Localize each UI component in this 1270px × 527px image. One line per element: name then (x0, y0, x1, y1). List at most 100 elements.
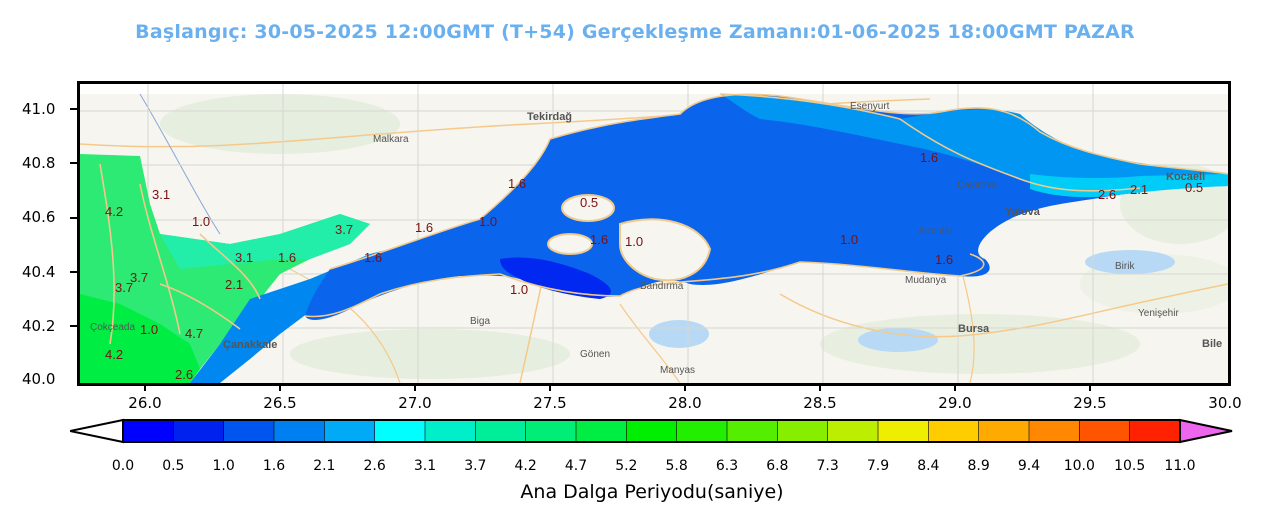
colorbar-tick-label: 9.4 (1017, 458, 1041, 474)
svg-text:1.0: 1.0 (140, 322, 158, 337)
svg-text:Gönen: Gönen (580, 349, 610, 360)
svg-text:Biga: Biga (470, 316, 490, 327)
colorbar-tick-label: 6.3 (715, 458, 739, 474)
svg-text:1.0: 1.0 (479, 214, 497, 229)
colorbar-tick-label: 10.5 (1114, 458, 1146, 474)
svg-text:Malkara: Malkara (373, 134, 409, 145)
colorbar-tick-label: 3.7 (464, 458, 487, 474)
svg-text:1.6: 1.6 (278, 250, 296, 265)
svg-text:Esenyurt: Esenyurt (850, 101, 890, 112)
svg-text:1.6: 1.6 (935, 252, 953, 267)
colorbar-cell (1129, 419, 1181, 443)
colorbar (70, 418, 1233, 444)
svg-text:2.1: 2.1 (225, 277, 243, 292)
svg-text:1.6: 1.6 (508, 176, 526, 191)
x-tick-label: 27.5 (533, 394, 567, 412)
colorbar-over-arrow (1179, 418, 1233, 444)
colorbar-cell (424, 419, 477, 443)
y-tick-label: 40.8 (22, 154, 56, 172)
svg-text:4.7: 4.7 (185, 326, 203, 341)
colorbar-cell (676, 419, 728, 443)
colorbar-cell (122, 419, 175, 443)
svg-text:2.6: 2.6 (1098, 187, 1116, 202)
svg-text:0.5: 0.5 (1185, 180, 1203, 195)
colorbar-cell (726, 419, 779, 443)
svg-text:1.0: 1.0 (625, 234, 643, 249)
colorbar-cell (324, 419, 376, 443)
colorbar-cell (877, 419, 930, 443)
colorbar-tick-label: 1.6 (262, 458, 286, 474)
colorbar-cell (978, 419, 1030, 443)
y-tick-label: 40.6 (22, 208, 56, 226)
svg-text:Bandırma: Bandırma (640, 281, 684, 292)
svg-text:1.6: 1.6 (364, 250, 382, 265)
colorbar-cell (1079, 419, 1131, 443)
colorbar-tick-label: 8.4 (917, 458, 940, 474)
colorbar-tick-label: 5.2 (615, 458, 638, 474)
colorbar-tick-label: 6.8 (766, 458, 789, 474)
svg-text:Kocaeli: Kocaeli (1166, 171, 1205, 183)
colorbar-cell (173, 419, 225, 443)
x-tick-label: 29.0 (938, 394, 972, 412)
svg-text:4.2: 4.2 (105, 347, 123, 362)
map-title: Başlangıç: 30-05-2025 12:00GMT (T+54) Ge… (135, 21, 1135, 43)
colorbar-tick-label: 0.5 (162, 458, 185, 474)
svg-text:4.2: 4.2 (105, 204, 123, 219)
map-canvas: Tekirdağ Yalova Bursa Kocaeli Çanakkale … (80, 84, 1228, 383)
colorbar-cell (475, 419, 527, 443)
colorbar-cell (626, 419, 678, 443)
svg-text:1.6: 1.6 (590, 232, 608, 247)
x-tick-label: 29.5 (1073, 394, 1107, 412)
colorbar-tick-label: 4.2 (514, 458, 537, 474)
svg-text:Çayırova: Çayırova (957, 180, 997, 191)
svg-text:0.5: 0.5 (580, 195, 598, 210)
svg-text:Bile: Bile (1202, 338, 1222, 350)
colorbar-tick-label: 2.1 (313, 458, 336, 474)
svg-text:3.1: 3.1 (152, 187, 170, 202)
colorbar-tick-label: 4.7 (564, 458, 588, 474)
x-tick-label: 26.5 (263, 394, 297, 412)
svg-text:1.6: 1.6 (920, 150, 938, 165)
colorbar-cell (827, 419, 879, 443)
colorbar-cell (1028, 419, 1081, 443)
svg-text:1.0: 1.0 (510, 282, 528, 297)
y-tick-label: 41.0 (22, 100, 56, 118)
city-tekirdag: Tekirdağ (527, 111, 572, 123)
colorbar-tick-label: 3.1 (413, 458, 437, 474)
svg-text:Mudanya: Mudanya (905, 275, 947, 286)
svg-text:3.7: 3.7 (335, 222, 353, 237)
svg-text:1.0: 1.0 (192, 214, 210, 229)
svg-text:3.7: 3.7 (115, 280, 133, 295)
svg-text:Çokçeada: Çokçeada (90, 322, 135, 333)
colorbar-tick-label: 7.9 (866, 458, 890, 474)
svg-text:Yalova: Yalova (1005, 206, 1041, 218)
colorbar-tick-label: 5.8 (665, 458, 688, 474)
svg-text:Birik: Birik (1115, 261, 1135, 272)
colorbar-cell (928, 419, 980, 443)
colorbar-cell (374, 419, 426, 443)
x-tick-label: 28.0 (668, 394, 702, 412)
svg-text:Armutlu: Armutlu (918, 226, 952, 237)
colorbar-tick-label: 1.0 (212, 458, 235, 474)
y-tick-label: 40.0 (22, 370, 56, 388)
svg-text:3.7: 3.7 (130, 270, 148, 285)
colorbar-tick-label: 2.6 (363, 458, 386, 474)
x-tick-label: 28.5 (803, 394, 837, 412)
svg-text:Çanakkale: Çanakkale (223, 339, 277, 351)
colorbar-tick-label: 0.0 (111, 458, 135, 474)
colorbar-under-arrow (70, 418, 124, 444)
colorbar-cell (273, 419, 326, 443)
colorbar-label: Ana Dalga Periyodu(saniye) (520, 481, 784, 503)
colorbar-tick-label: 10.0 (1063, 458, 1095, 474)
svg-text:3.1: 3.1 (235, 250, 253, 265)
svg-text:Bursa: Bursa (958, 323, 990, 335)
svg-text:Yenişehir: Yenişehir (1138, 308, 1179, 319)
y-tick-label: 40.4 (22, 263, 56, 281)
colorbar-cell (525, 419, 577, 443)
y-tick-label: 40.2 (22, 317, 56, 335)
svg-text:1.0: 1.0 (840, 232, 858, 247)
svg-text:2.6: 2.6 (175, 367, 193, 382)
wave-period-map[interactable]: Tekirdağ Yalova Bursa Kocaeli Çanakkale … (77, 81, 1231, 386)
colorbar-tick-label: 8.9 (967, 458, 990, 474)
colorbar-cell (777, 419, 829, 443)
